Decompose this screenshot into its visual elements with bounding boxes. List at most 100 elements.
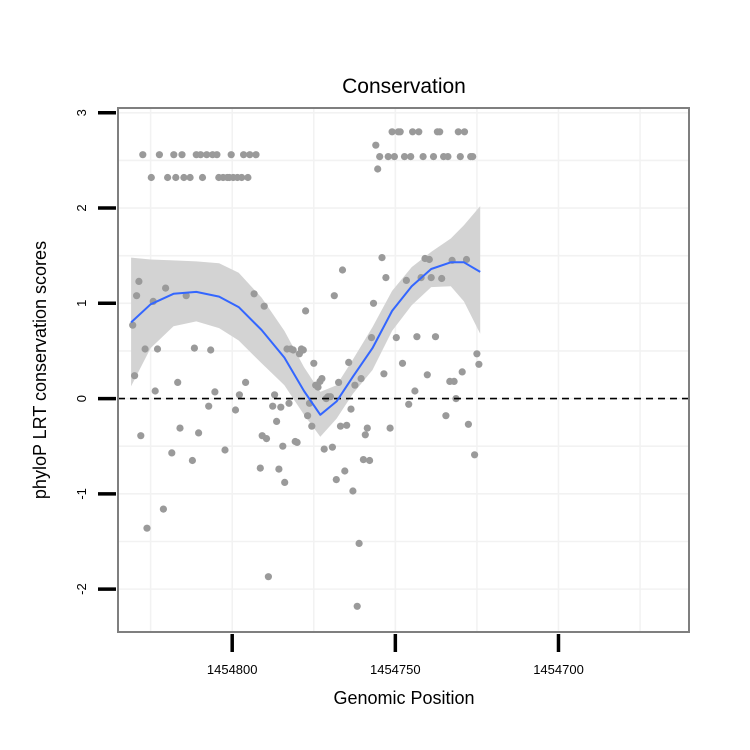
data-point — [338, 266, 347, 274]
data-point — [378, 254, 386, 262]
data-point — [388, 128, 396, 136]
data-point — [369, 299, 378, 307]
data-point — [436, 128, 444, 136]
data-point — [141, 345, 149, 353]
data-point — [347, 405, 355, 413]
data-point — [151, 387, 159, 395]
data-point — [293, 438, 301, 446]
data-point — [299, 346, 307, 354]
data-points — [129, 128, 483, 610]
data-point — [415, 128, 423, 136]
data-point — [246, 151, 254, 159]
data-point — [180, 173, 188, 182]
data-point — [310, 359, 318, 367]
data-point — [335, 378, 343, 386]
data-point — [240, 151, 248, 159]
data-point — [361, 431, 369, 439]
y-axis-ticks: -2 -1 0 1 2 3 — [74, 109, 116, 595]
data-point — [260, 302, 268, 310]
data-point — [318, 375, 326, 383]
data-point — [281, 478, 289, 486]
data-point — [131, 372, 139, 380]
y-tick-label: -2 — [74, 583, 89, 595]
data-point — [203, 151, 211, 159]
data-point — [471, 451, 479, 459]
data-point — [419, 153, 427, 161]
data-point — [264, 573, 272, 581]
data-point — [460, 128, 469, 136]
data-point — [357, 375, 365, 383]
data-point — [353, 602, 361, 610]
data-point — [162, 284, 170, 292]
x-tick-label: 1454800 — [207, 662, 258, 677]
data-point — [275, 465, 283, 473]
data-point — [244, 173, 252, 182]
data-point — [252, 151, 260, 159]
data-point — [372, 141, 380, 149]
data-point — [413, 333, 421, 341]
data-point — [139, 151, 147, 159]
data-point — [374, 165, 382, 173]
data-point — [423, 371, 431, 379]
x-axis-ticks: 1454800 1454750 1454700 — [207, 634, 584, 677]
plot-panel-border — [117, 107, 690, 633]
data-point — [469, 153, 477, 161]
data-point — [390, 153, 398, 161]
data-point — [172, 173, 180, 182]
data-point — [345, 358, 353, 366]
data-point — [271, 391, 279, 399]
data-point — [450, 377, 458, 385]
data-point — [211, 388, 219, 396]
data-point — [473, 350, 481, 358]
data-point — [431, 333, 440, 341]
data-point — [176, 424, 184, 432]
data-point — [238, 173, 246, 182]
data-point — [332, 476, 340, 484]
data-point — [153, 345, 162, 353]
x-axis-title: Genomic Position — [333, 688, 474, 708]
data-point — [178, 151, 186, 159]
data-point — [454, 128, 462, 136]
data-point — [186, 173, 194, 182]
data-point — [129, 321, 137, 329]
data-point — [427, 274, 435, 282]
data-point — [351, 381, 359, 389]
data-point — [195, 429, 203, 437]
data-point — [341, 467, 349, 475]
data-point — [135, 277, 143, 285]
data-point — [429, 153, 438, 161]
data-point — [273, 417, 281, 425]
data-point — [409, 128, 417, 136]
data-point — [174, 378, 182, 386]
data-point — [355, 539, 363, 548]
data-point — [425, 255, 433, 264]
data-point — [170, 151, 178, 159]
confidence-ribbon — [131, 206, 481, 437]
x-tick-label: 1454750 — [370, 662, 421, 677]
data-point — [289, 346, 297, 354]
data-point — [155, 151, 163, 159]
data-point — [400, 153, 409, 161]
data-point — [143, 524, 151, 532]
data-point — [456, 153, 464, 161]
data-point — [444, 153, 452, 161]
data-point — [363, 424, 371, 432]
data-point — [386, 424, 394, 432]
data-point — [366, 456, 374, 465]
data-point — [382, 274, 390, 282]
data-point — [198, 173, 207, 182]
data-point — [314, 383, 322, 391]
y-tick-label: -1 — [74, 488, 89, 500]
data-point — [133, 292, 141, 300]
y-tick-label: 1 — [74, 300, 89, 307]
data-point — [330, 292, 338, 300]
data-point — [464, 420, 472, 428]
data-point — [442, 412, 450, 420]
data-point — [159, 505, 167, 513]
data-point — [376, 153, 384, 161]
data-point — [262, 435, 271, 443]
data-point — [137, 432, 145, 440]
data-point — [235, 391, 243, 399]
data-point — [213, 151, 221, 159]
